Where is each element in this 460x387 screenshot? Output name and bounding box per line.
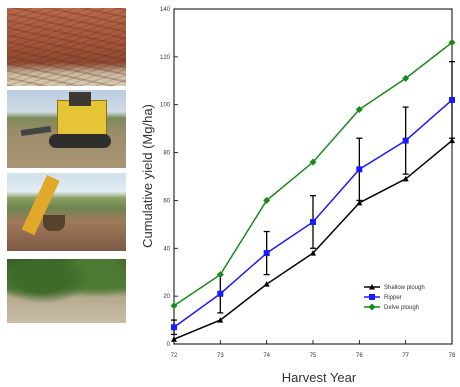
chart-series (170, 39, 456, 342)
y-axis-title: Cumulative yield (Mg/ha) (140, 104, 155, 248)
x-tick-label: 76 (356, 353, 363, 359)
x-tick-label: 72 (171, 353, 178, 359)
data-point (355, 106, 363, 113)
chart-axes: 0 20 40 60 80 100 120 140 72 73 74 75 76 77 78 (160, 7, 456, 359)
data-point (356, 199, 363, 206)
x-tick-label: 75 (310, 353, 317, 359)
y-tick-label: 100 (160, 103, 171, 109)
y-tick-label: 0 (167, 342, 171, 348)
legend-entry: Delve plough (364, 303, 419, 311)
legend-entry: Ripper (364, 294, 402, 301)
chart-legend: Shallow plough Ripper Delve plough (364, 284, 425, 311)
data-point (310, 218, 316, 225)
legend-label: Shallow plough (384, 285, 425, 291)
data-point (170, 302, 178, 310)
data-point (310, 250, 316, 256)
data-point (402, 175, 409, 182)
data-point (217, 290, 224, 297)
x-tick-label: 78 (449, 353, 456, 359)
y-tick-label: 40 (163, 246, 170, 252)
y-tick-label: 140 (160, 7, 171, 13)
bulldozer-track (49, 134, 111, 148)
x-tick-label: 74 (263, 353, 270, 359)
data-point (171, 336, 177, 342)
vineyard-photo (7, 259, 126, 323)
data-point (217, 317, 224, 323)
data-point (216, 271, 224, 279)
excavator-bucket (43, 215, 65, 231)
series-delve-plough (170, 39, 456, 310)
y-tick-label: 80 (163, 151, 170, 157)
legend-entry: Shallow plough (364, 284, 425, 291)
bulldozer-ripper-photo (7, 90, 126, 168)
data-point (263, 196, 271, 204)
data-point (263, 281, 270, 287)
y-tick-label: 60 (163, 198, 170, 204)
series-ripper (171, 60, 455, 336)
data-point (309, 158, 317, 166)
legend-marker (369, 284, 375, 290)
bulldozer-cab (69, 92, 91, 106)
y-tick-label: 20 (163, 294, 170, 300)
plot-frame (173, 8, 453, 345)
data-point (402, 137, 409, 144)
data-point (448, 39, 456, 46)
data-point (263, 250, 270, 257)
legend-label: Delve plough (384, 305, 419, 311)
data-point (449, 96, 455, 103)
data-point (171, 324, 177, 331)
x-axis-title: Harvest Year (282, 370, 357, 385)
legend-label: Ripper (384, 295, 402, 301)
series-shallow-plough (171, 137, 455, 342)
excavator-photo (7, 173, 126, 251)
legend-marker (368, 303, 376, 311)
data-point (449, 137, 455, 144)
soil-profile-photo (7, 8, 126, 86)
y-tick-label: 120 (160, 55, 171, 61)
x-tick-label: 77 (402, 353, 409, 359)
x-tick-label: 73 (217, 353, 224, 359)
legend-marker (369, 294, 375, 300)
data-point (356, 166, 363, 173)
data-point (402, 74, 410, 82)
